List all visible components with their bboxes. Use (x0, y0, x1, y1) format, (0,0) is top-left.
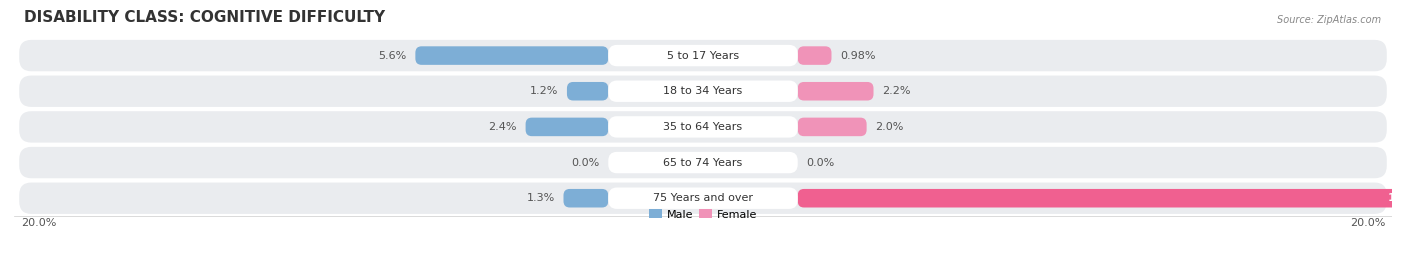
FancyBboxPatch shape (609, 80, 797, 102)
FancyBboxPatch shape (20, 40, 1386, 71)
Text: 0.98%: 0.98% (841, 50, 876, 60)
FancyBboxPatch shape (20, 111, 1386, 143)
FancyBboxPatch shape (797, 46, 831, 65)
Text: 65 to 74 Years: 65 to 74 Years (664, 158, 742, 168)
Text: 0.0%: 0.0% (807, 158, 835, 168)
Text: 18 to 34 Years: 18 to 34 Years (664, 86, 742, 96)
Text: 2.2%: 2.2% (882, 86, 911, 96)
FancyBboxPatch shape (609, 116, 797, 138)
FancyBboxPatch shape (564, 189, 609, 207)
Text: 1.3%: 1.3% (527, 193, 555, 203)
Text: 5 to 17 Years: 5 to 17 Years (666, 50, 740, 60)
Text: 20.0%: 20.0% (1350, 218, 1385, 228)
FancyBboxPatch shape (20, 76, 1386, 107)
FancyBboxPatch shape (609, 188, 797, 209)
FancyBboxPatch shape (797, 189, 1406, 207)
FancyBboxPatch shape (797, 82, 873, 100)
Text: 2.0%: 2.0% (875, 122, 904, 132)
FancyBboxPatch shape (609, 152, 797, 173)
Text: 18.5%: 18.5% (1388, 193, 1406, 203)
Text: 2.4%: 2.4% (488, 122, 517, 132)
FancyBboxPatch shape (609, 45, 797, 66)
FancyBboxPatch shape (20, 183, 1386, 214)
Text: 75 Years and over: 75 Years and over (652, 193, 754, 203)
FancyBboxPatch shape (415, 46, 609, 65)
FancyBboxPatch shape (567, 82, 609, 100)
Text: Source: ZipAtlas.com: Source: ZipAtlas.com (1278, 15, 1382, 25)
FancyBboxPatch shape (797, 118, 866, 136)
Text: DISABILITY CLASS: COGNITIVE DIFFICULTY: DISABILITY CLASS: COGNITIVE DIFFICULTY (24, 9, 385, 25)
Text: 0.0%: 0.0% (571, 158, 599, 168)
Text: 1.2%: 1.2% (530, 86, 558, 96)
Legend: Male, Female: Male, Female (650, 209, 756, 220)
Text: 20.0%: 20.0% (21, 218, 56, 228)
FancyBboxPatch shape (526, 118, 609, 136)
Text: 5.6%: 5.6% (378, 50, 406, 60)
FancyBboxPatch shape (20, 147, 1386, 178)
Text: 35 to 64 Years: 35 to 64 Years (664, 122, 742, 132)
